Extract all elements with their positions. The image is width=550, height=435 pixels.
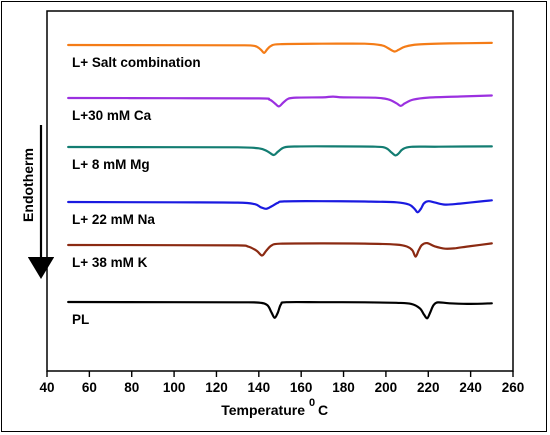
series-labels: L+ Salt combination L+30 mM Ca L+ 8 mM Mg L… [72, 55, 201, 327]
x-tick-label-140: 140 [248, 380, 271, 395]
curve-l-22-mm-na [67, 199, 493, 214]
x-tick-label-40: 40 [39, 380, 54, 395]
y-axis-title: Endotherm [20, 148, 36, 222]
series-label-l-8-mm-mg: L+ 8 mM Mg [72, 157, 150, 172]
series-label-l-salt-combination: L+ Salt combination [72, 55, 201, 70]
curve-pl [67, 300, 493, 320]
x-tick-label-80: 80 [124, 380, 139, 395]
x-tick-label-100: 100 [163, 380, 186, 395]
curve-l-30-mm-ca [67, 94, 493, 108]
curve-l-8-mm-mg [67, 145, 493, 157]
y-axis-endotherm-indicator: Endotherm [20, 125, 55, 279]
series-label-l-22-mm-na: L+ 22 mM Na [72, 212, 155, 227]
x-tick-label-60: 60 [82, 380, 97, 395]
x-axis-title-text: Temperature [221, 402, 305, 418]
curve-l-38-mm-k [67, 241, 493, 258]
x-tick-label-260: 260 [502, 380, 525, 395]
x-axis-ticks: 40 60 80 100 120 140 160 180 200 220 240 260 [39, 371, 524, 395]
x-tick-label-220: 220 [417, 380, 440, 395]
x-tick-label-240: 240 [459, 380, 482, 395]
x-axis-unit: C [318, 402, 328, 418]
x-axis-unit-sup: 0 [309, 397, 315, 409]
plot-area [46, 10, 514, 372]
x-tick-label-160: 160 [290, 380, 313, 395]
x-axis-title: Temperature 0 C [221, 397, 328, 418]
curve-l-salt-combination [67, 41, 493, 54]
series-curves [67, 41, 493, 320]
series-label-l-38-mm-k: L+ 38 mM K [72, 255, 148, 270]
series-label-l-30-mm-ca: L+30 mM Ca [72, 108, 152, 123]
x-tick-label-200: 200 [375, 380, 398, 395]
x-tick-label-180: 180 [332, 380, 355, 395]
series-label-pl: PL [72, 312, 89, 327]
x-tick-label-120: 120 [205, 380, 228, 395]
